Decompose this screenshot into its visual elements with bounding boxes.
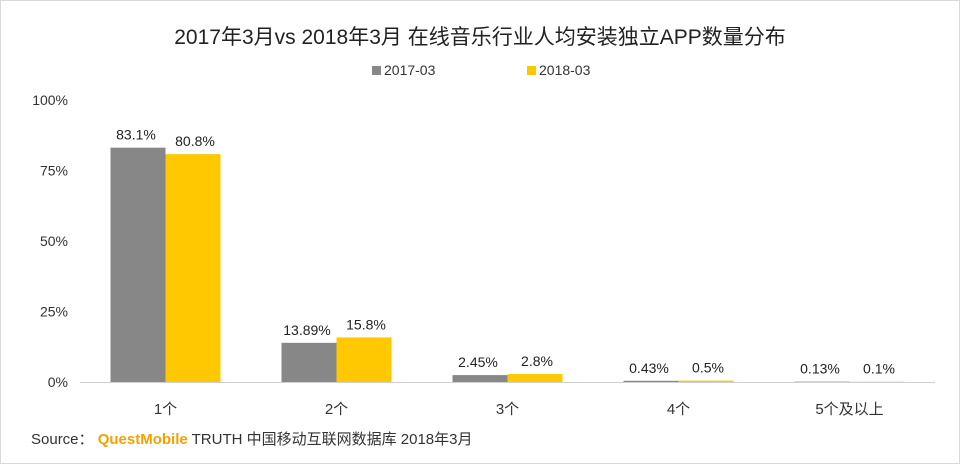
bar-2017-03-1 xyxy=(281,342,337,382)
data-labels: 83.1% 80.8% 13.89% 15.8% 2.45% 2.8% 0.43% 0.5% 0… xyxy=(116,127,895,377)
y-tick-label: 75% xyxy=(40,163,68,179)
legend-swatch-2017-03 xyxy=(372,66,381,75)
data-label: 2.45% xyxy=(458,354,498,370)
legend-label-2017-03: 2017-03 xyxy=(384,62,436,78)
bar-2018-03-1 xyxy=(336,337,392,382)
bars xyxy=(110,147,905,382)
y-tick-label: 0% xyxy=(48,374,68,390)
data-label: 13.89% xyxy=(283,322,330,338)
data-label: 2.8% xyxy=(521,353,553,369)
x-category-label: 5个及以上 xyxy=(815,401,883,418)
source-prefix: Source： xyxy=(31,431,94,448)
bar-2017-03-2 xyxy=(452,375,508,382)
data-label: 0.13% xyxy=(800,361,840,377)
x-category-label: 3个 xyxy=(496,401,519,418)
legend-swatch-2018-03 xyxy=(527,66,536,75)
x-category-label: 1个 xyxy=(154,401,177,418)
x-category-label: 4个 xyxy=(667,401,690,418)
y-tick-label: 50% xyxy=(40,233,68,249)
data-label: 0.5% xyxy=(692,360,724,376)
data-label: 83.1% xyxy=(116,127,156,143)
data-label: 0.1% xyxy=(863,361,895,377)
bar-2018-03-3 xyxy=(678,380,734,382)
data-label: 80.8% xyxy=(175,133,215,149)
bar-2017-03-0 xyxy=(110,147,166,382)
source-text: TRUTH 中国移动互联网数据库 2018年3月 xyxy=(191,431,473,448)
bar-2018-03-2 xyxy=(507,374,563,382)
source-note: Source： QuestMobile TRUTH 中国移动互联网数据库 201… xyxy=(31,428,473,449)
y-tick-label: 25% xyxy=(40,304,68,320)
legend-label-2018-03: 2018-03 xyxy=(539,62,591,78)
y-axis: 0% 25% 50% 75% 100% xyxy=(32,92,68,390)
legend: 2017-03 2018-03 xyxy=(372,62,591,78)
y-tick-label: 100% xyxy=(32,92,68,108)
bar-2018-03-0 xyxy=(165,154,221,382)
chart-title: 2017年3月vs 2018年3月 在线音乐行业人均安装独立APP数量分布 xyxy=(174,26,785,49)
x-axis: 1个 2个 3个 4个 5个及以上 xyxy=(80,382,935,418)
data-label: 0.43% xyxy=(629,360,669,376)
data-label: 15.8% xyxy=(346,316,386,332)
bar-2017-03-3 xyxy=(623,380,679,382)
x-category-label: 2个 xyxy=(325,401,348,418)
source-brand: QuestMobile xyxy=(97,431,188,448)
